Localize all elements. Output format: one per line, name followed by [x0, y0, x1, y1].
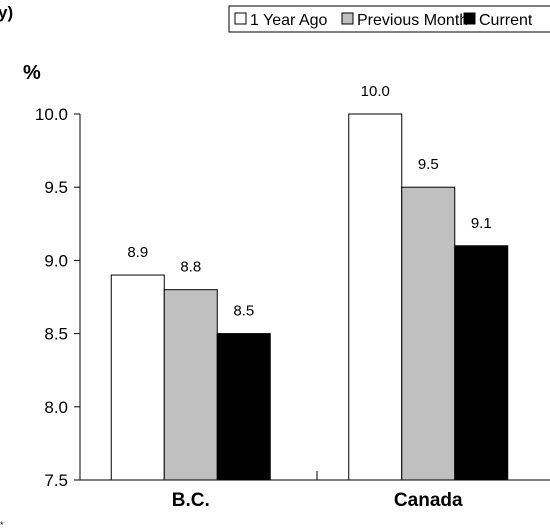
- y-unit-label: %: [23, 62, 41, 84]
- legend-label: 1 Year Ago: [250, 12, 328, 29]
- bar-previous-month-0: [163, 289, 218, 481]
- data-label: 8.5: [233, 303, 254, 320]
- legend-box: [228, 5, 550, 33]
- y-tick-label: 10.0: [35, 105, 68, 124]
- bar-1-year-ago-1: [348, 113, 403, 481]
- legend-swatch: [463, 12, 476, 25]
- y-tick-label: 8.0: [44, 398, 68, 417]
- legend: 1 Year Ago Previous Month Current: [228, 5, 550, 33]
- legend-label: Current: [479, 12, 533, 29]
- data-label: 8.8: [180, 259, 201, 276]
- category-label: B.C.: [172, 490, 210, 511]
- y-tick-label: 7.5: [44, 471, 68, 490]
- bar-current-1: [454, 245, 509, 481]
- legend-swatch: [234, 12, 247, 25]
- bar-1-year-ago-0: [110, 274, 165, 481]
- y-tick-label: 9.5: [44, 178, 68, 197]
- y-tick-label: 8.5: [44, 325, 68, 344]
- legend-label: Previous Month: [357, 12, 468, 29]
- cropped-footnote-fragment: *: [0, 520, 4, 530]
- bar-current-0: [216, 333, 271, 481]
- cropped-title-fragment: y): [0, 3, 13, 22]
- data-label: 8.9: [127, 244, 148, 261]
- data-label: 10.0: [361, 83, 390, 100]
- data-label: 9.5: [418, 156, 439, 173]
- data-label: 9.1: [471, 215, 492, 232]
- legend-swatch: [341, 12, 354, 25]
- category-label: Canada: [394, 490, 463, 511]
- y-tick-label: 9.0: [44, 251, 68, 270]
- bar-previous-month-1: [401, 186, 456, 481]
